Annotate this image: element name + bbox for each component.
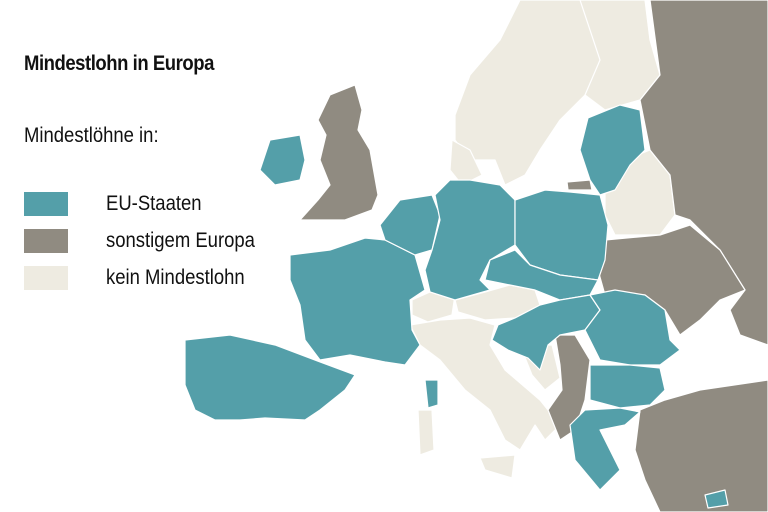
legend-label: sonstigem Europa bbox=[106, 228, 255, 252]
country-turkey bbox=[634, 379, 768, 512]
country-bulgaria bbox=[589, 364, 666, 409]
country-poland bbox=[514, 189, 609, 281]
country-ireland bbox=[259, 134, 306, 186]
legend-swatch-no-minimum-wage bbox=[24, 265, 68, 290]
country-romania bbox=[584, 289, 681, 366]
country-germany bbox=[424, 179, 516, 301]
legend-swatch-eu bbox=[24, 191, 68, 216]
map-title: Mindestlohn in Europa bbox=[24, 52, 214, 75]
legend-heading: Mindestlöhne in: bbox=[24, 124, 159, 147]
country-france bbox=[289, 237, 426, 366]
legend: EU-Staaten sonstigem Europa kein Mindest… bbox=[24, 185, 275, 296]
legend-label: EU-Staaten bbox=[106, 191, 202, 215]
legend-swatch-other-europe bbox=[24, 228, 68, 253]
country-sicily bbox=[479, 454, 516, 479]
legend-item-eu: EU-Staaten bbox=[24, 185, 275, 222]
country-corsica bbox=[424, 379, 439, 409]
legend-label: kein Mindestlohn bbox=[106, 265, 245, 289]
other-europe-region bbox=[299, 0, 768, 512]
legend-item-no-minimum-wage: kein Mindestlohn bbox=[24, 259, 275, 296]
country-greece bbox=[569, 407, 641, 491]
country-iberia bbox=[184, 334, 356, 421]
eu-states-region bbox=[184, 104, 729, 509]
legend-item-other-europe: sonstigem Europa bbox=[24, 222, 275, 259]
no-minimum-wage-region bbox=[409, 0, 676, 479]
country-cyprus bbox=[704, 489, 729, 509]
country-sardinia bbox=[417, 409, 435, 456]
country-uk bbox=[299, 84, 379, 221]
country-baltics bbox=[579, 104, 646, 196]
country-norway-sweden bbox=[454, 0, 641, 186]
country-kaliningrad bbox=[566, 179, 593, 191]
country-italy bbox=[409, 317, 561, 451]
country-russia bbox=[639, 0, 768, 346]
country-benelux bbox=[379, 194, 441, 256]
country-serbia-balkans bbox=[547, 334, 591, 441]
